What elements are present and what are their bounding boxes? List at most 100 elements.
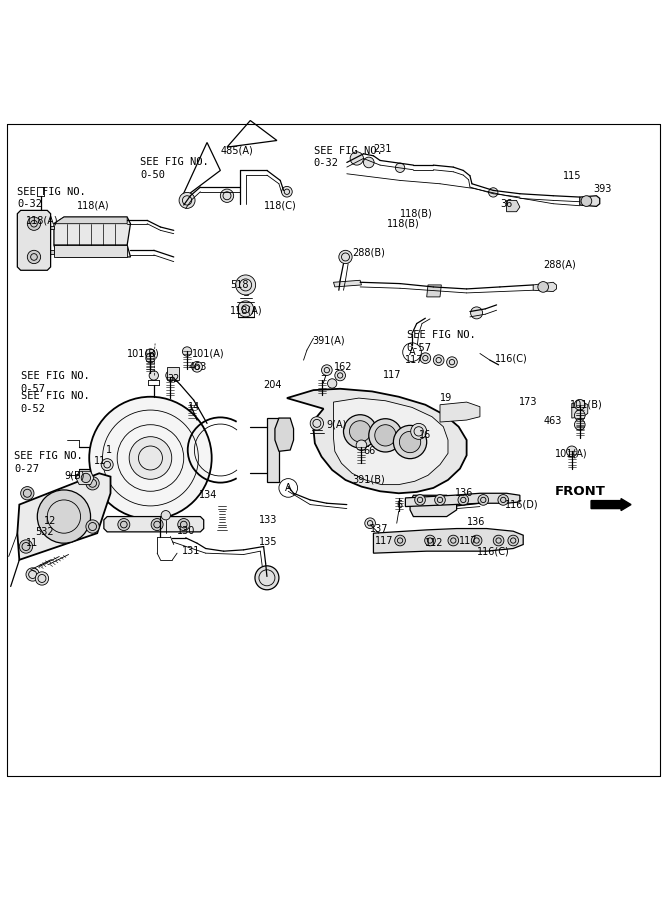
Circle shape [375, 425, 396, 446]
Text: 118(A): 118(A) [230, 305, 263, 315]
Circle shape [281, 186, 292, 197]
Text: 9(B): 9(B) [64, 471, 85, 481]
Polygon shape [440, 402, 480, 422]
Circle shape [146, 354, 155, 363]
Text: 101(B): 101(B) [570, 400, 602, 410]
Circle shape [498, 495, 508, 505]
Text: 116(D): 116(D) [505, 500, 539, 509]
Circle shape [411, 423, 427, 439]
Text: 117: 117 [384, 371, 402, 381]
Polygon shape [54, 217, 127, 224]
Polygon shape [54, 245, 127, 257]
Circle shape [478, 495, 489, 505]
Circle shape [538, 282, 548, 292]
Polygon shape [17, 473, 111, 560]
Circle shape [581, 195, 592, 206]
Text: 1: 1 [106, 445, 112, 455]
Text: 14: 14 [188, 402, 201, 412]
Circle shape [89, 397, 211, 519]
Polygon shape [180, 142, 220, 201]
Text: SEE FIG NO.
0-52: SEE FIG NO. 0-52 [21, 392, 89, 414]
Text: 135: 135 [259, 537, 277, 547]
Circle shape [237, 301, 253, 317]
Circle shape [327, 379, 337, 388]
Circle shape [177, 518, 189, 530]
Text: 117: 117 [375, 536, 394, 546]
Circle shape [489, 188, 498, 197]
Circle shape [566, 446, 577, 456]
Circle shape [27, 217, 41, 230]
Circle shape [220, 189, 233, 202]
Polygon shape [31, 250, 54, 254]
Polygon shape [533, 283, 556, 292]
Circle shape [81, 473, 91, 482]
Polygon shape [410, 495, 457, 517]
Circle shape [19, 540, 33, 554]
Text: 485(A): 485(A) [220, 146, 253, 156]
Polygon shape [227, 121, 277, 147]
Text: 66: 66 [364, 446, 376, 456]
Circle shape [420, 353, 431, 364]
Circle shape [508, 536, 518, 545]
Text: A: A [285, 483, 291, 493]
Text: 116(C): 116(C) [477, 547, 510, 557]
Text: 9(A): 9(A) [327, 419, 348, 429]
Polygon shape [572, 402, 588, 418]
Circle shape [415, 495, 426, 505]
Circle shape [129, 436, 172, 480]
Text: 16: 16 [419, 429, 431, 440]
Text: 32: 32 [167, 374, 179, 383]
Circle shape [574, 410, 585, 420]
Text: 137: 137 [370, 524, 389, 534]
Text: 118(B): 118(B) [387, 219, 420, 229]
Polygon shape [427, 285, 442, 297]
Circle shape [37, 490, 91, 544]
Text: 36: 36 [500, 199, 512, 209]
Text: 463: 463 [188, 362, 207, 372]
Polygon shape [31, 226, 54, 229]
Circle shape [574, 419, 585, 430]
Circle shape [149, 371, 159, 380]
Circle shape [394, 426, 427, 459]
Text: 116(C): 116(C) [494, 353, 528, 363]
Text: 7: 7 [320, 375, 326, 385]
Circle shape [574, 400, 585, 410]
Circle shape [166, 371, 175, 380]
Text: 131: 131 [181, 546, 200, 556]
Text: SEE FIG NO.
0-32: SEE FIG NO. 0-32 [313, 146, 382, 168]
Circle shape [447, 356, 458, 367]
Text: SEE FIG NO.
0-27: SEE FIG NO. 0-27 [14, 451, 83, 473]
Text: FRONT: FRONT [554, 485, 606, 498]
Circle shape [101, 459, 113, 471]
Polygon shape [374, 528, 523, 554]
Circle shape [396, 163, 405, 173]
Text: 12: 12 [44, 517, 56, 526]
Text: 391(A): 391(A) [312, 335, 345, 346]
Circle shape [364, 158, 374, 167]
Circle shape [26, 568, 39, 581]
Text: 134: 134 [199, 491, 217, 500]
Text: 118(A): 118(A) [77, 200, 110, 210]
Circle shape [161, 510, 171, 520]
Text: 19: 19 [440, 393, 452, 403]
Circle shape [350, 152, 364, 165]
Circle shape [235, 274, 255, 295]
Text: 11: 11 [94, 456, 106, 466]
Circle shape [146, 349, 155, 358]
Circle shape [321, 364, 332, 375]
Circle shape [86, 477, 99, 490]
Circle shape [255, 566, 279, 590]
Text: SEE FIG NO.
0-57: SEE FIG NO. 0-57 [21, 372, 89, 394]
Text: 117: 117 [459, 536, 477, 546]
Text: 118(B): 118(B) [400, 208, 433, 218]
Circle shape [35, 572, 49, 585]
Circle shape [472, 536, 482, 545]
Circle shape [448, 536, 459, 545]
Polygon shape [54, 245, 131, 257]
Text: 117: 117 [405, 356, 424, 365]
Polygon shape [167, 367, 179, 380]
Polygon shape [580, 195, 600, 206]
Text: SEE FIG NO.
0-57: SEE FIG NO. 0-57 [407, 330, 476, 353]
Text: 532: 532 [35, 526, 54, 537]
Bar [267, 418, 279, 482]
